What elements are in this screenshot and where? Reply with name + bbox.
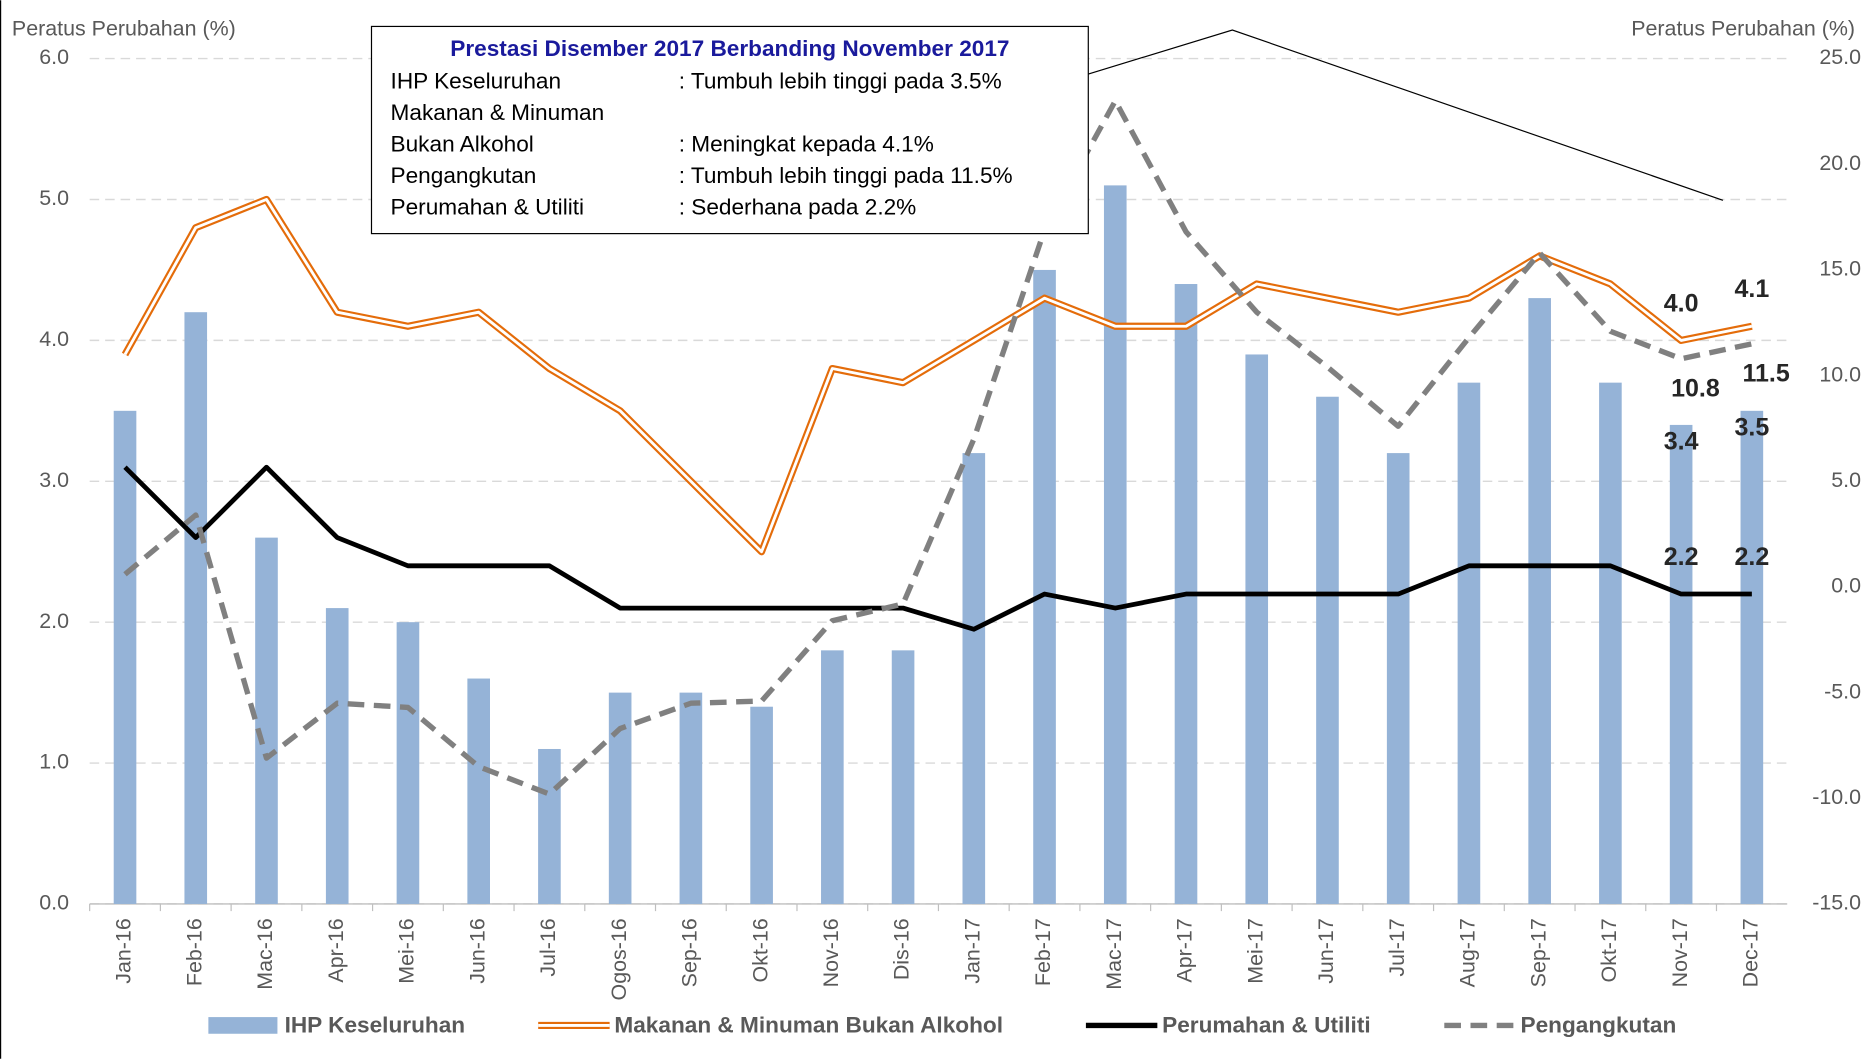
data-label: 4.1 (1734, 275, 1769, 303)
y2-axis-title: Peratus Perubahan (%) (1631, 17, 1855, 41)
x-tick-label: Jan-17 (960, 918, 984, 984)
y2-tick-label: 5.0 (1831, 468, 1861, 492)
x-tick-label: Sep-16 (678, 918, 702, 987)
series-line-inner (123, 198, 1753, 554)
data-label: 2.2 (1664, 543, 1699, 571)
x-tick-label: Dec-17 (1739, 918, 1763, 987)
annotation-label: Bukan Alkohol (391, 131, 534, 156)
y2-tick-label: 0.0 (1831, 574, 1861, 598)
bar (325, 608, 349, 904)
bar (1740, 410, 1764, 904)
x-tick-label: Nov-17 (1668, 918, 1692, 987)
x-tick-label: Mac-16 (253, 918, 277, 989)
y2-tick-label: -15.0 (1812, 891, 1861, 915)
legend-label: Makanan & Minuman Bukan Alkohol (614, 1013, 1003, 1038)
x-tick-label: Jan-16 (112, 918, 136, 984)
x-tick-label: Jun-16 (465, 918, 489, 984)
x-tick-label: Mei-17 (1243, 918, 1267, 983)
bar (1457, 382, 1481, 904)
bar (750, 706, 773, 904)
x-tick-label: Dis-16 (890, 918, 914, 980)
bar (1103, 185, 1127, 904)
y-tick-label: 2.0 (39, 609, 69, 633)
annotation-text: : Tumbuh lebih tinggi pada 3.5% (679, 68, 1002, 93)
annotation-label: IHP Keseluruhan (391, 68, 562, 93)
data-label: 3.5 (1734, 413, 1769, 441)
series-line (123, 98, 1753, 797)
y2-tick-label: -10.0 (1812, 785, 1861, 809)
bar (962, 453, 986, 904)
y-tick-label: 0.0 (39, 891, 69, 915)
plot-area (89, 57, 1788, 912)
y-tick-label: 6.0 (39, 45, 69, 69)
bar (467, 678, 490, 904)
bar (255, 537, 278, 904)
bar (1245, 354, 1269, 904)
annotation-label: Perumahan & Utiliti (391, 195, 585, 220)
series-line (123, 464, 1752, 632)
y2-tick-label: 15.0 (1819, 257, 1861, 281)
y2-tick-label: 10.0 (1819, 362, 1861, 386)
y2-tick-label: -5.0 (1824, 679, 1861, 703)
bar (1386, 453, 1410, 904)
bar (891, 650, 915, 904)
data-label: 4.0 (1664, 289, 1699, 317)
x-tick-label: Apr-16 (324, 918, 348, 982)
x-tick-label: Jun-17 (1314, 918, 1338, 983)
x-tick-label: Nov-16 (819, 918, 843, 987)
data-label: 3.4 (1664, 427, 1699, 455)
bar (1599, 382, 1622, 904)
x-tick-label: Feb-17 (1031, 918, 1055, 986)
x-tick-label: Apr-17 (1173, 918, 1197, 982)
legend-label: Pengangkutan (1521, 1013, 1677, 1038)
legend-label: IHP Keseluruhan (285, 1013, 466, 1038)
annotation-text: : Meningkat kepada 4.1% (679, 131, 934, 156)
annotation-title: Prestasi Disember 2017 Berbanding Novemb… (450, 36, 1009, 61)
x-tick-label: Okt-16 (748, 918, 772, 982)
y-tick-label: 5.0 (39, 186, 69, 210)
x-tick-label: Jul-17 (1385, 918, 1409, 976)
data-label: 2.2 (1734, 543, 1769, 571)
bar (113, 410, 137, 904)
annotation-label: Makanan & Minuman (391, 100, 605, 125)
y-tick-label: 3.0 (39, 468, 69, 492)
y-tick-label: 4.0 (39, 327, 69, 351)
bar (538, 748, 561, 904)
bar (1528, 298, 1551, 904)
x-tick-label: Sep-17 (1526, 918, 1550, 987)
annotation-text: : Tumbuh lebih tinggi pada 11.5% (679, 163, 1013, 188)
x-tick-label: Okt-17 (1597, 918, 1621, 982)
bar (608, 692, 632, 904)
annotation-rows: IHP Keseluruhan : Tumbuh lebih tinggi pad… (391, 68, 1013, 219)
bar (1316, 396, 1339, 904)
x-tick-label: Mac-17 (1102, 918, 1126, 989)
x-tick-label: Jul-16 (536, 918, 560, 976)
bar (1033, 269, 1056, 904)
data-label: 10.8 (1671, 374, 1720, 402)
legend-swatch (208, 1017, 278, 1034)
callout-line (1088, 29, 1724, 201)
bar (679, 692, 703, 904)
y-tick-label: 1.0 (39, 750, 69, 774)
bar (821, 650, 844, 904)
legend-label: Perumahan & Utiliti (1162, 1013, 1371, 1038)
annotation-box (370, 25, 1089, 235)
y2-tick-label: 25.0 (1819, 45, 1861, 69)
y2-tick-label: 20.0 (1819, 151, 1861, 175)
bar (396, 622, 420, 904)
x-tick-label: Mei-16 (395, 918, 419, 983)
x-tick-label: Aug-17 (1456, 918, 1480, 987)
annotation-label: Pengangkutan (391, 163, 537, 188)
y-axis-title: Peratus Perubahan (%) (12, 17, 236, 41)
x-tick-label: Ogos-16 (607, 918, 631, 1000)
data-label: 11.5 (1743, 359, 1790, 387)
bar (184, 312, 208, 904)
x-tick-label: Feb-16 (182, 918, 206, 986)
annotation-text: : Sederhana pada 2.2% (679, 195, 917, 220)
bar (1669, 424, 1693, 904)
